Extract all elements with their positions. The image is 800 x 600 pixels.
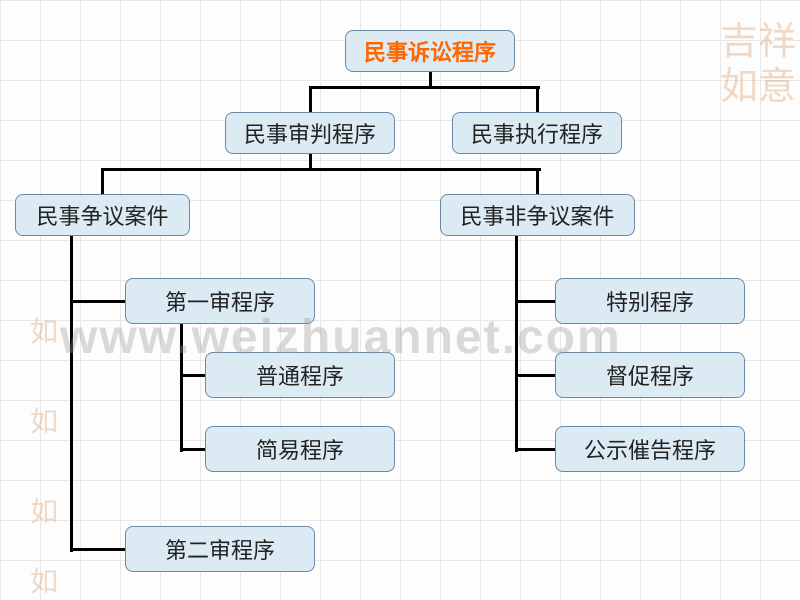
decoration-3: 如 [30,400,58,440]
edge-h [515,448,558,451]
node-n12: 民事非争议案件 [440,194,635,236]
edge-h [103,168,541,171]
decoration-4: 如 [30,490,58,530]
edge-h [310,86,540,89]
decoration-5: 如 [30,560,58,600]
node-n11: 民事争议案件 [15,194,190,236]
watermark-text: www.weizhuannet.com [60,310,622,365]
decoration-1: 如意 [720,55,796,110]
edge-h [70,548,128,551]
edge-v [101,168,104,197]
edge-v [536,86,539,115]
edge-h [180,448,208,451]
node-root: 民事诉讼程序 [345,30,515,72]
edge-h [70,300,128,303]
edge-v [70,236,73,552]
edge-h [515,374,558,377]
decoration-2: 如 [30,310,58,350]
edge-h [180,374,208,377]
node-n123: 公示催告程序 [555,426,745,472]
edge-v [536,168,539,197]
edge-v [309,86,312,115]
edge-h [515,300,558,303]
node-n1: 民事审判程序 [225,112,395,154]
node-n112: 第二审程序 [125,526,315,572]
node-n1112: 简易程序 [205,426,395,472]
node-n2: 民事执行程序 [452,112,622,154]
